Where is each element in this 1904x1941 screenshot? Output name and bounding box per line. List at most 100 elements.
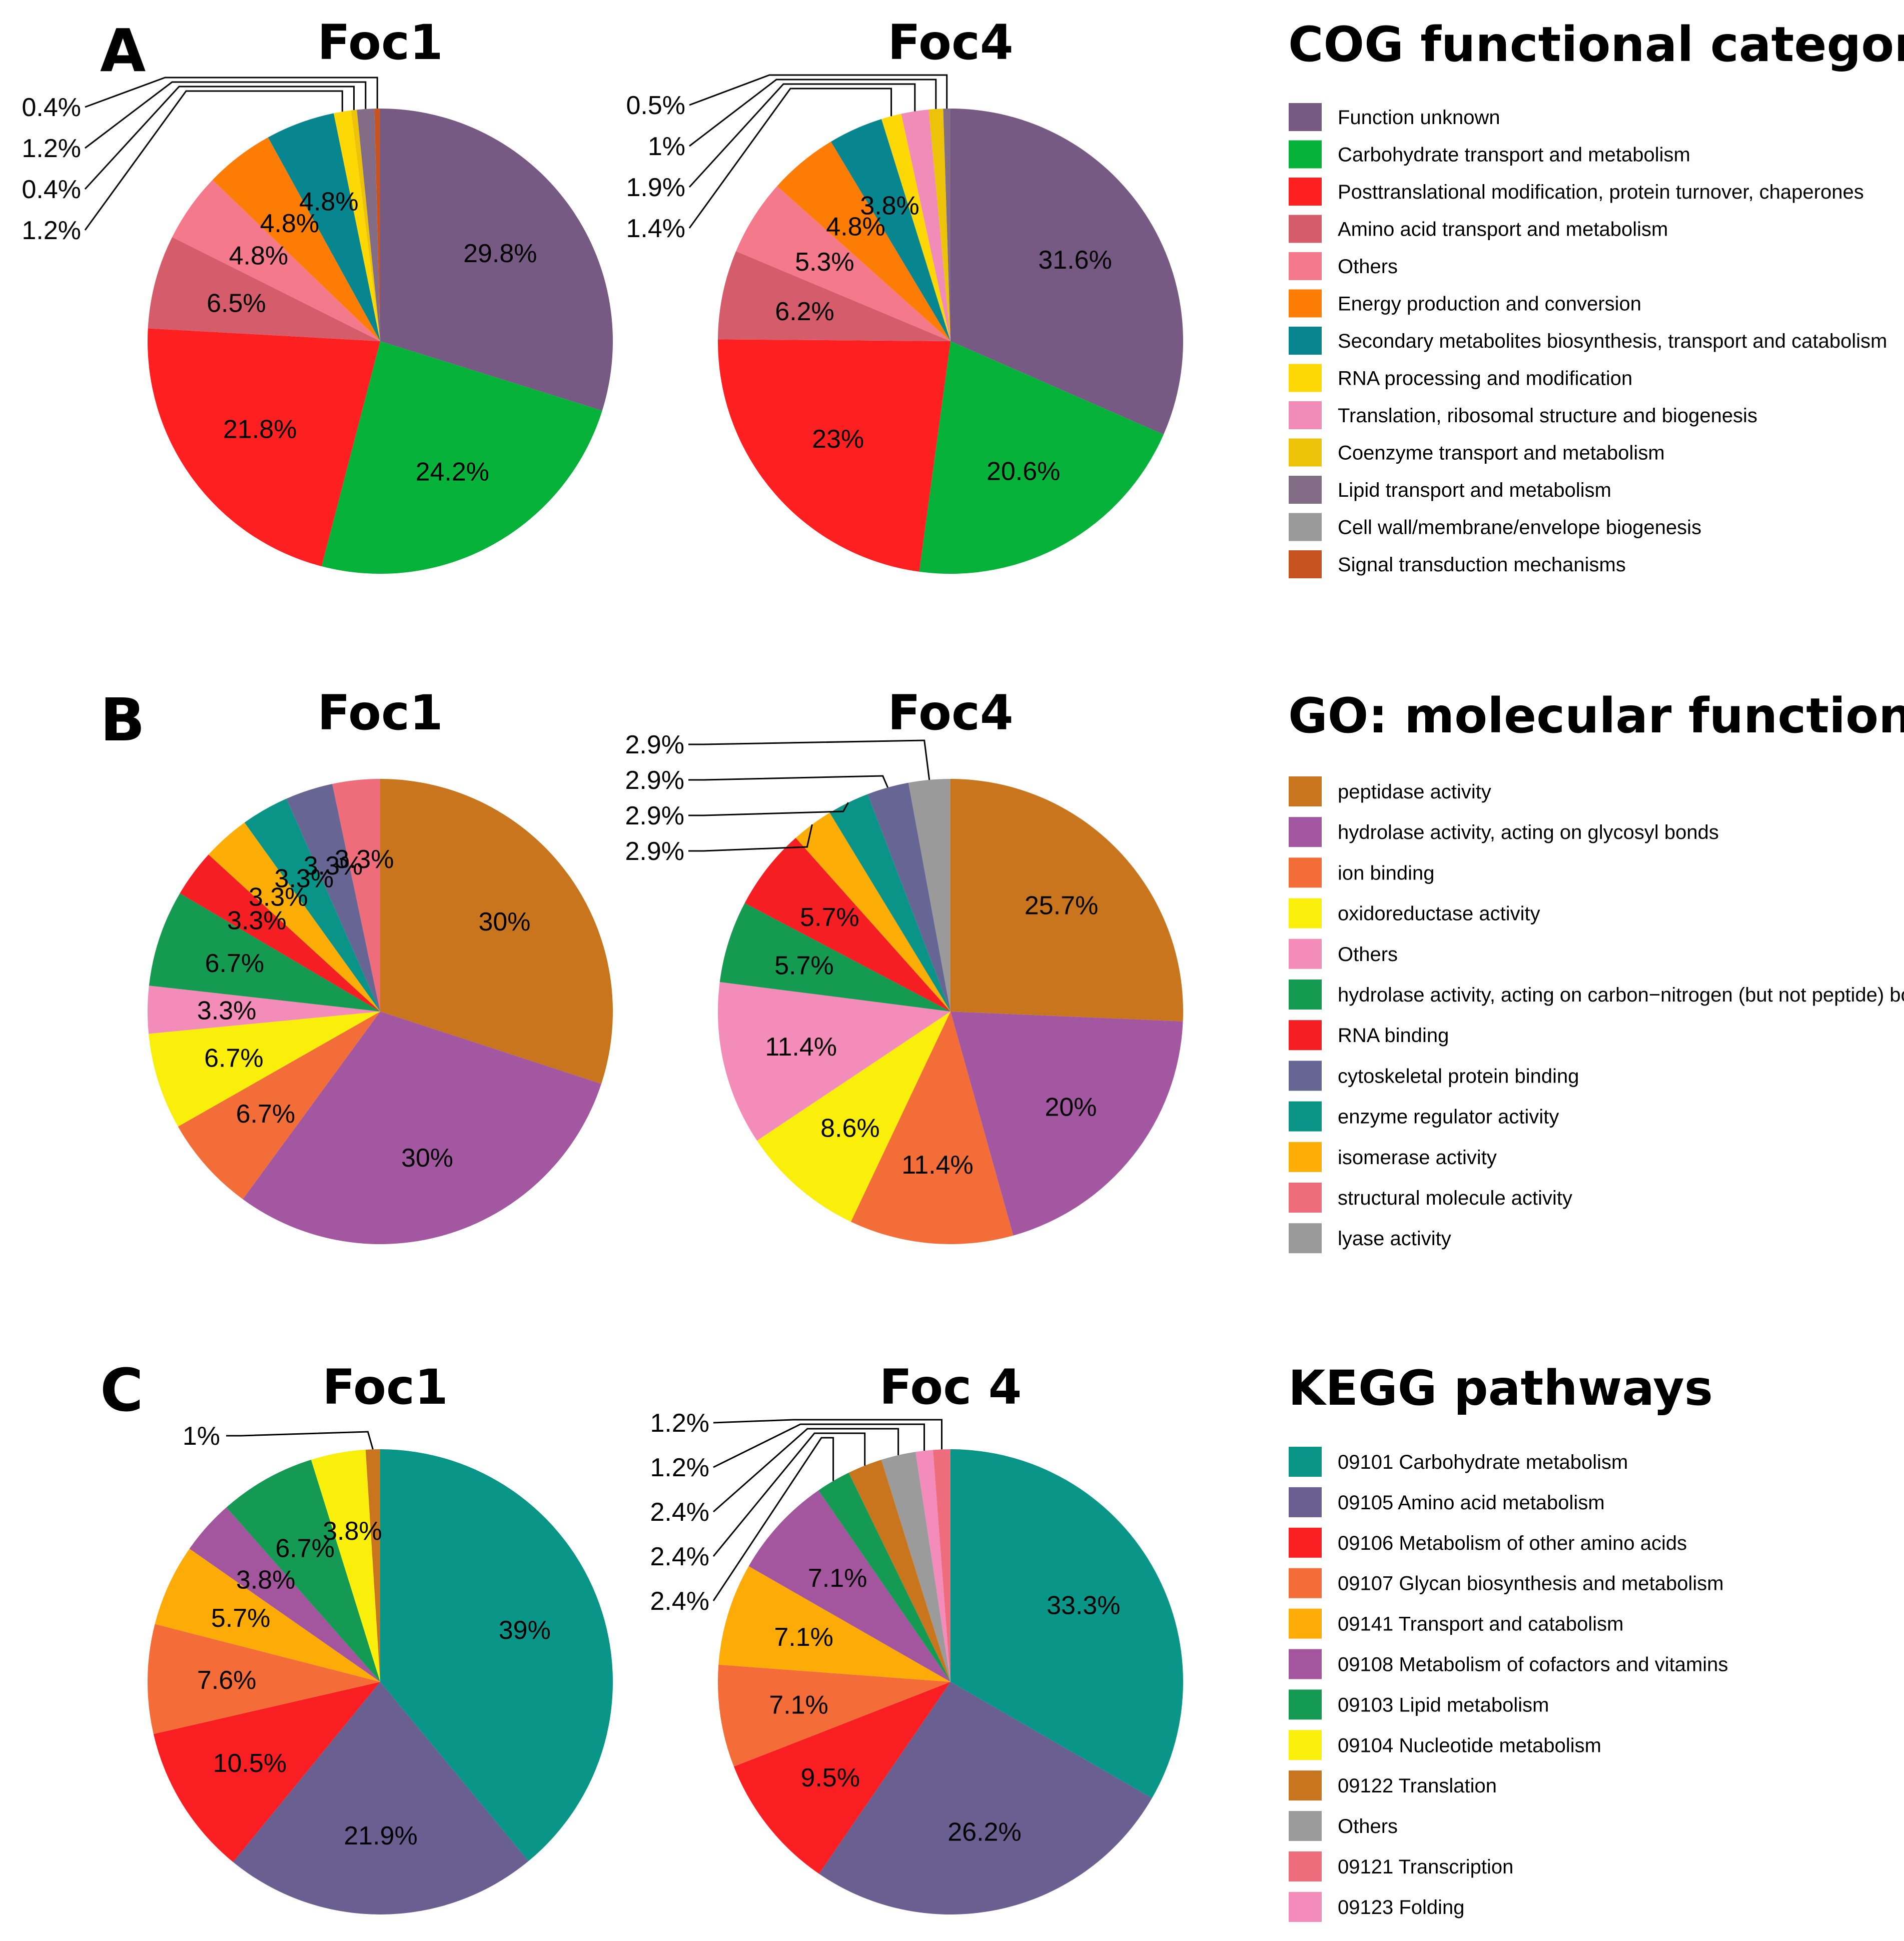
legend-swatch: [1289, 1568, 1322, 1598]
legend-swatch: [1289, 1649, 1322, 1679]
pie-slice-translation-ribosomal-structure-and-biogenesis: [901, 110, 950, 341]
callout-leader-line: [84, 86, 355, 190]
callout-leader-line: [688, 775, 888, 788]
legend-swatch: [1289, 1487, 1322, 1517]
legend-swatch: [1289, 1223, 1322, 1254]
legend-item: Signal transduction mechanisms: [1289, 550, 1626, 578]
pie-slice-09123-folding: [915, 1450, 950, 1682]
callout-leader-line: [688, 83, 916, 188]
legend-title-cog: COG functional categories:: [1288, 17, 1904, 73]
slice-label: 3.8%: [323, 1517, 382, 1546]
legend-item: 09104 Nucleotide metabolism: [1289, 1730, 1601, 1760]
pie-slice-09106-metabolism-of-other-amino-acids: [733, 1682, 950, 1874]
pie-slice-carbohydrate-transport-and-metabolism: [919, 341, 1164, 574]
callout-leader-line: [712, 1437, 834, 1601]
slice-label: 23%: [812, 425, 864, 454]
legend-item: isomerase activity: [1289, 1142, 1497, 1172]
slice-label: 4.8%: [229, 241, 289, 270]
pie-slice-coenzyme-transport-and-metabolism: [928, 109, 950, 342]
pie-slice-others: [717, 982, 950, 1141]
slice-label: 7.1%: [774, 1623, 833, 1652]
legend-label: 09123 Folding: [1338, 1896, 1465, 1918]
pie-slice-09108-metabolism-of-cofactors-and-vitamins: [748, 1490, 950, 1682]
slice-label: 6.7%: [275, 1534, 335, 1563]
legend-label: oxidoreductase activity: [1338, 903, 1540, 925]
legend-label: Carbohydrate transport and metabolism: [1338, 144, 1690, 166]
legend-item: Others: [1289, 938, 1398, 969]
pie-title: Foc 4: [879, 1359, 1022, 1415]
callout-label: 0.5%: [626, 91, 685, 120]
legend-label: Cell wall/membrane/envelope biogenesis: [1338, 517, 1701, 539]
pie-slice-enzyme-regulator-activity: [244, 798, 380, 1012]
legend-item: oxidoreductase activity: [1289, 898, 1540, 928]
legend-swatch: [1289, 776, 1322, 806]
legend-swatch: [1289, 1061, 1322, 1091]
pie-slice-09103-lipid-metabolism: [226, 1459, 380, 1682]
legend-label: 09103 Lipid metabolism: [1338, 1694, 1549, 1716]
pie-slice-lipid-transport-and-metabolism: [357, 109, 380, 341]
pie-slice-hydrolase-activity-acting-on-carbon-nitrogen-but-not-peptide-bonds: [149, 893, 380, 1012]
legend-item: Energy production and conversion: [1289, 289, 1641, 318]
slice-label: 30%: [478, 907, 530, 936]
callout-leader-line: [688, 802, 849, 816]
slice-label: 10.5%: [213, 1749, 287, 1778]
pie-slice-09101-carbohydrate-metabolism: [950, 1449, 1183, 1798]
legend-item: Others: [1289, 252, 1398, 280]
legend-label: Others: [1338, 256, 1398, 278]
callout-label: 1.2%: [22, 216, 81, 245]
legend-swatch: [1289, 1689, 1322, 1720]
legend-swatch: [1289, 1811, 1322, 1841]
pie-slice-09122-translation: [848, 1460, 950, 1682]
slice-label: 3.3%: [335, 845, 394, 874]
panel-letter-c: C: [100, 1356, 144, 1425]
pie-slice-others: [147, 986, 380, 1034]
pie-slice-coenzyme-transport-and-metabolism: [351, 110, 380, 341]
slice-label: 29.8%: [463, 239, 537, 268]
legend-label: 09122 Translation: [1338, 1775, 1497, 1797]
callout-leader-line: [688, 824, 813, 852]
slice-label: 20.6%: [987, 457, 1060, 486]
legend-label: 09141 Transport and catabolism: [1338, 1613, 1623, 1635]
pie-slice-09108-metabolism-of-cofactors-and-vitamins: [189, 1507, 380, 1682]
slice-label: 5.7%: [774, 951, 834, 981]
legend-item: Translation, ribosomal structure and bio…: [1289, 401, 1757, 429]
callout-label: 1.2%: [650, 1453, 709, 1482]
legend-item: lyase activity: [1289, 1223, 1451, 1254]
callout-leader-line: [226, 1431, 374, 1450]
callout-label: 2.9%: [625, 730, 684, 759]
legend-label: hydrolase activity, acting on carbon−nit…: [1338, 984, 1904, 1006]
legend-cog: Function unknown Carbohydrate transport a…: [1289, 103, 1887, 578]
legend-item: 09107 Glycan biosynthesis and metabolism: [1289, 1568, 1724, 1598]
legend-label: 09108 Metabolism of cofactors and vitami…: [1338, 1654, 1728, 1676]
pie-slice-posttranslational-modification-protein-turnover-chaperones: [717, 339, 950, 572]
pie-title: Foc1: [317, 15, 443, 71]
callout-label: 1%: [183, 1422, 220, 1451]
slice-label: 21.8%: [223, 415, 297, 444]
legend-label: Coenzyme transport and metabolism: [1338, 442, 1665, 464]
legend-item: ion binding: [1289, 857, 1435, 888]
legend-swatch: [1289, 438, 1322, 467]
legend-swatch: [1289, 550, 1322, 578]
slice-label: 6.7%: [205, 949, 265, 978]
pie-title: Foc4: [887, 15, 1013, 71]
callout-leader-line: [85, 81, 367, 149]
slice-label: 39%: [499, 1616, 551, 1645]
pie-slice-09121-transcription: [932, 1449, 950, 1682]
legend-swatch: [1289, 1101, 1322, 1132]
callout-label: 2.4%: [650, 1498, 709, 1527]
slice-label: 6.7%: [236, 1100, 296, 1129]
pie-slice-09107-glycan-biosynthesis-and-metabolism: [718, 1664, 950, 1767]
legend-item: Amino acid transport and metabolism: [1289, 215, 1668, 243]
legend-label: 09107 Glycan biosynthesis and metabolism: [1338, 1573, 1724, 1595]
callout-leader-line: [688, 739, 930, 780]
pie-slice-hydrolase-activity-acting-on-glycosyl-bonds: [243, 1012, 601, 1245]
legend-label: Posttranslational modification, protein …: [1338, 181, 1864, 203]
legend-swatch: [1289, 178, 1322, 206]
slice-label: 5.7%: [800, 903, 859, 932]
slice-label: 3.8%: [860, 191, 919, 220]
callout-leader-line: [84, 90, 343, 231]
pie-slice-09141-transport-and-catabolism: [718, 1566, 950, 1682]
pie-slice-others: [881, 1452, 950, 1682]
slice-label: 4.8%: [260, 209, 320, 238]
legend-label: RNA processing and modification: [1338, 368, 1632, 390]
